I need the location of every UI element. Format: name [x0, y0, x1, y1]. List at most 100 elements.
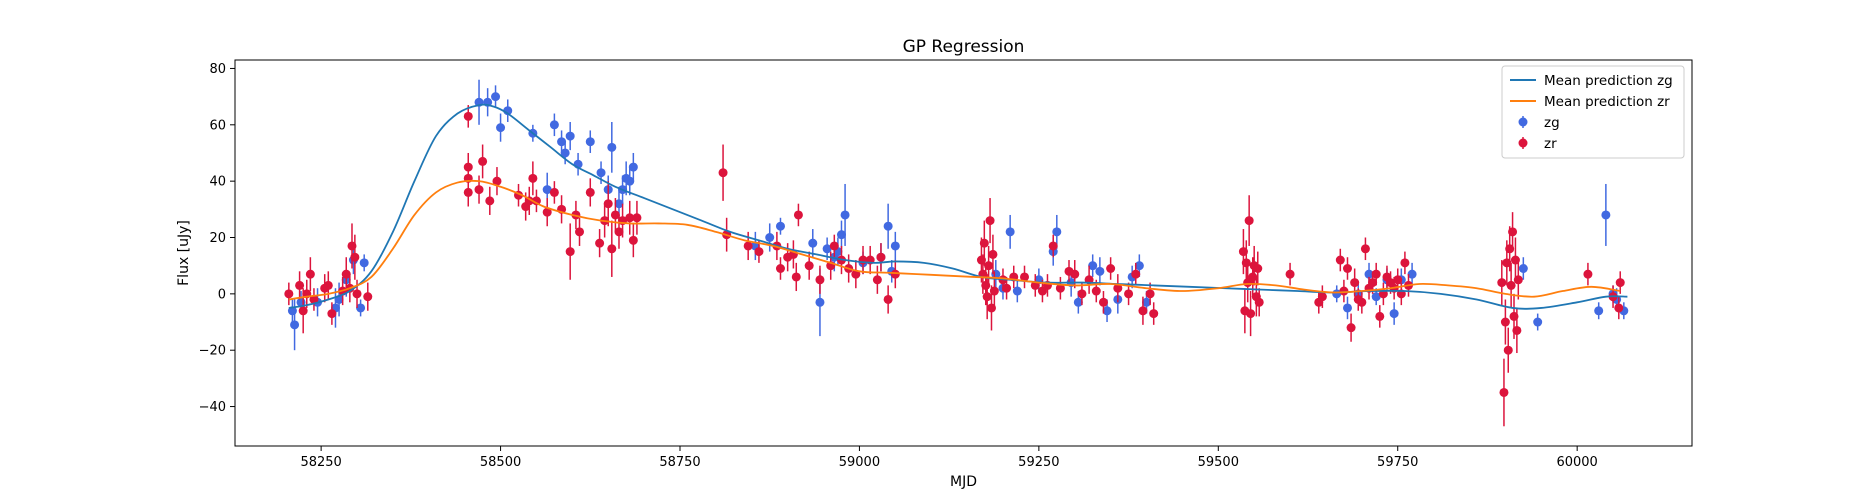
- zg-point: [359, 258, 369, 268]
- zr-point: [284, 289, 294, 299]
- zr-point: [1138, 306, 1148, 316]
- x-tick-label: 58500: [480, 455, 521, 470]
- zr-point: [791, 272, 801, 282]
- zr-point: [743, 241, 753, 251]
- x-tick-label: 59250: [1018, 455, 1059, 470]
- zr-point: [829, 241, 839, 251]
- zr-point: [1098, 297, 1108, 307]
- zg-point: [1088, 261, 1098, 271]
- zr-point: [1254, 297, 1264, 307]
- x-tick-label: 59750: [1377, 455, 1418, 470]
- zr-point: [1020, 272, 1030, 282]
- zr-point: [890, 269, 900, 279]
- zr-point: [1091, 286, 1101, 296]
- zr-point: [815, 275, 825, 285]
- legend-label-zr: zr: [1544, 136, 1557, 152]
- zg-point: [1364, 269, 1374, 279]
- zg-point: [491, 92, 501, 102]
- y-tick-label: 20: [209, 231, 226, 246]
- zr-point: [323, 280, 333, 290]
- zg-point: [607, 142, 617, 152]
- zr-point: [363, 292, 373, 302]
- legend: Mean prediction zg Mean prediction zr zg zr: [1501, 65, 1685, 159]
- zr-point: [1124, 289, 1134, 299]
- x-tick-label: 59000: [839, 455, 880, 470]
- zg-point: [836, 230, 846, 240]
- y-tick-label: −40: [199, 400, 226, 415]
- zg-point: [1518, 263, 1528, 273]
- zr-point: [1506, 280, 1516, 290]
- zg-point: [1594, 306, 1604, 316]
- zr-point: [1335, 255, 1345, 265]
- zr-point: [1393, 275, 1403, 285]
- zg-point: [1407, 269, 1417, 279]
- zr-point: [575, 227, 585, 237]
- zg-point: [1005, 227, 1015, 237]
- zr-point: [565, 247, 575, 257]
- zr-point: [1048, 241, 1058, 251]
- zr-point: [549, 187, 559, 197]
- zr-point: [1499, 387, 1509, 397]
- zg-point: [614, 199, 624, 209]
- zr-point: [528, 173, 538, 183]
- zg-point: [1134, 261, 1144, 271]
- zr-point: [1002, 283, 1012, 293]
- zr-point: [1342, 263, 1352, 273]
- zr-point: [478, 156, 488, 166]
- zg-point: [883, 221, 893, 231]
- zg-point: [542, 185, 552, 195]
- zg-point: [815, 297, 825, 307]
- zr-point: [1145, 289, 1155, 299]
- zg-point: [356, 303, 366, 313]
- zg-point: [822, 244, 832, 254]
- line-mean-prediction-zr: [288, 179, 1621, 301]
- zg-point: [765, 233, 775, 243]
- zg-point: [557, 137, 567, 147]
- zr-point: [632, 213, 642, 223]
- zr-point: [595, 238, 605, 248]
- zr-point: [1357, 297, 1367, 307]
- zr-point: [625, 213, 635, 223]
- y-tick-label: −20: [199, 344, 226, 359]
- zr-point: [1400, 258, 1410, 268]
- zr-point: [298, 306, 308, 316]
- zr-point: [989, 286, 999, 296]
- zr-point: [350, 252, 360, 262]
- zr-point: [872, 275, 882, 285]
- legend-marker-zr: [1518, 138, 1528, 148]
- zg-point: [596, 168, 606, 178]
- zg-point: [775, 221, 785, 231]
- axes-frame: [234, 59, 1693, 447]
- zr-point: [876, 252, 886, 262]
- legend-box: [1501, 65, 1685, 159]
- zr-point: [309, 294, 319, 304]
- zr-point: [754, 247, 764, 257]
- zr-point: [305, 269, 315, 279]
- zg-point: [840, 210, 850, 220]
- zr-point: [1614, 303, 1624, 313]
- zr-point: [1360, 244, 1370, 254]
- zr-point: [982, 292, 992, 302]
- zg-point: [549, 120, 559, 130]
- legend-label-mean-prediction-zg: Mean prediction zg: [1544, 73, 1673, 89]
- zg-point: [808, 238, 818, 248]
- zr-point: [492, 176, 502, 186]
- y-tick-label: 40: [209, 175, 226, 190]
- zg-point: [1052, 227, 1062, 237]
- zr-point: [463, 187, 473, 197]
- zr-point: [1055, 283, 1065, 293]
- zr-point: [1317, 292, 1327, 302]
- zr-point: [1131, 269, 1141, 279]
- zr-point: [1500, 317, 1510, 327]
- zr-point: [883, 294, 893, 304]
- x-tick-label: 60000: [1556, 455, 1597, 470]
- zg-point: [1389, 309, 1399, 319]
- zr-point: [793, 210, 803, 220]
- zr-point: [718, 168, 728, 178]
- y-axis-label: Flux [uJy]: [176, 220, 192, 286]
- zr-point: [1512, 325, 1522, 335]
- zr-point: [1285, 269, 1295, 279]
- zr-point: [1346, 323, 1356, 333]
